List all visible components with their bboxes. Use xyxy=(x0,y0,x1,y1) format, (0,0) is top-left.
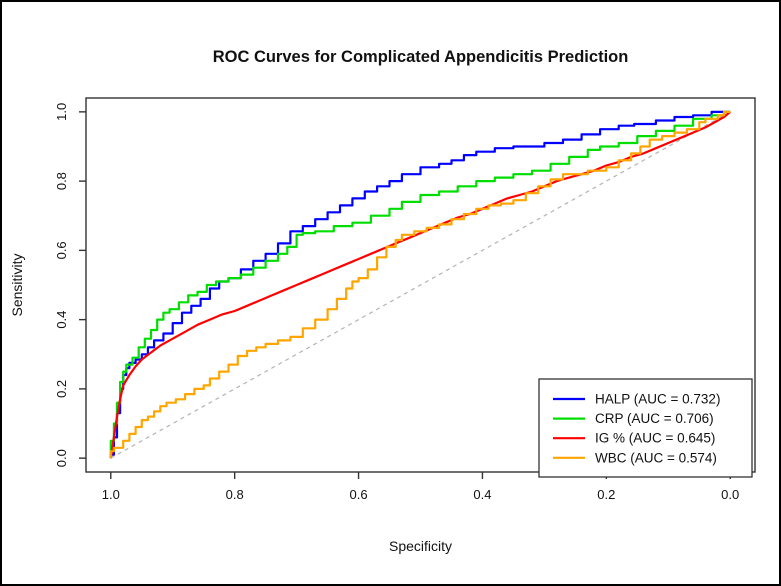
plot-box xyxy=(85,97,756,473)
legend-entry-label: WBC (AUC = 0.574) xyxy=(595,450,717,465)
legend-entry-label: IG % (AUC = 0.645) xyxy=(595,431,715,446)
x-tick-label: 1.0 xyxy=(102,487,120,502)
x-tick-label: 0.4 xyxy=(473,487,491,502)
roc-curve-crp xyxy=(109,110,731,459)
x-tick-label: 0.0 xyxy=(721,487,739,502)
x-tick-label: 0.6 xyxy=(350,487,368,502)
legend-entry-label: CRP (AUC = 0.706) xyxy=(595,411,714,426)
y-tick-label: 0.8 xyxy=(54,172,69,190)
y-tick-label: 0.6 xyxy=(54,241,69,259)
y-tick-label: 0.2 xyxy=(54,380,69,398)
y-tick-label: 0.0 xyxy=(54,449,69,467)
y-tick-label: 0.4 xyxy=(54,311,69,329)
x-tick-label: 0.2 xyxy=(597,487,615,502)
roc-curve-wbc xyxy=(109,110,731,459)
chart-title: ROC Curves for Complicated Appendicitis … xyxy=(213,48,629,66)
legend-box xyxy=(538,378,753,478)
x-tick-label: 0.8 xyxy=(226,487,244,502)
y-tick-label: 1.0 xyxy=(54,103,69,121)
y-axis-label: Sensitivity xyxy=(9,253,25,316)
reference-diagonal-line xyxy=(110,111,731,459)
x-axis-label: Specificity xyxy=(389,538,452,554)
legend-entry-label: HALP (AUC = 0.732) xyxy=(595,392,720,407)
roc-curve-halp xyxy=(109,110,731,459)
